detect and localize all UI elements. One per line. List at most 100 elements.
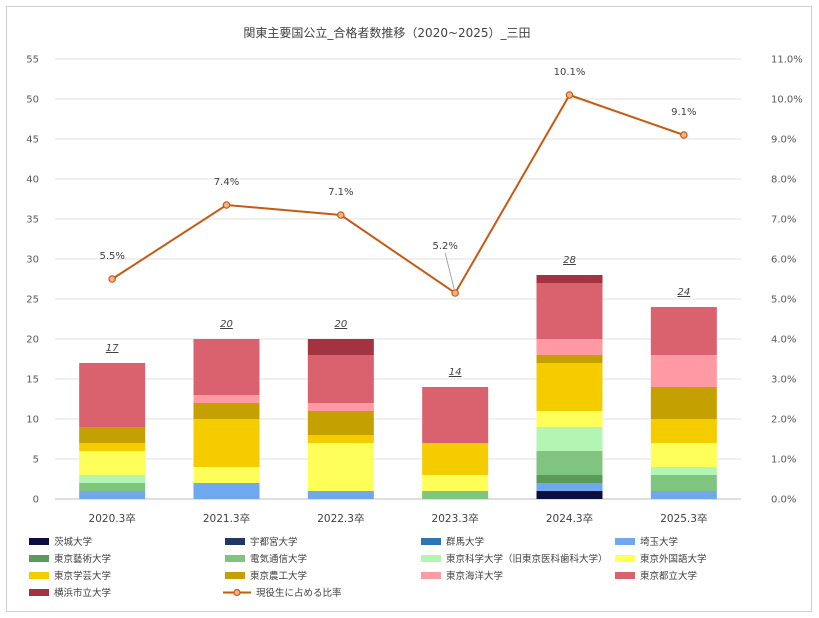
bar-segment xyxy=(307,491,374,499)
bar-segment xyxy=(536,283,603,339)
bar-segment xyxy=(536,355,603,363)
y-tick-label: 45 xyxy=(26,135,39,146)
y2-tick-label: 9.0% xyxy=(771,135,796,146)
bar-segment xyxy=(650,355,717,387)
bar-segment xyxy=(650,475,717,491)
y2-tick-label: 11.0% xyxy=(771,55,803,66)
bar-segment xyxy=(307,435,374,443)
legend-label: 茨城大学 xyxy=(54,536,92,548)
legend-swatch xyxy=(421,538,441,545)
bar-segment xyxy=(650,467,717,475)
y-tick-label: 50 xyxy=(26,95,39,106)
ratio-line: 5.5% 7.4% 7.1% 5.2% 10.1% 9.1% xyxy=(99,67,697,297)
bar-segment xyxy=(422,475,489,491)
ratio-point xyxy=(565,91,574,99)
bar-segment xyxy=(79,363,146,427)
bar-segment xyxy=(422,491,489,499)
legend-swatch xyxy=(29,555,49,562)
y2-tick-label: 6.0% xyxy=(771,255,796,266)
y2-tick-label: 4.0% xyxy=(771,335,796,346)
y-axis-right: 0.0% 1.0% 2.0% 3.0% 4.0% 5.0% 6.0% 7.0% 8.0% 9.0%… xyxy=(771,55,803,506)
bar-segment xyxy=(536,339,603,355)
ratio-data-label: 7.1% xyxy=(328,187,353,198)
bar-total-label: 24 xyxy=(677,287,690,298)
bar-segment xyxy=(650,491,717,499)
bar-segment xyxy=(79,443,146,451)
y2-tick-label: 2.0% xyxy=(771,415,796,426)
bar-segment xyxy=(307,355,374,403)
bar-segment xyxy=(307,443,374,491)
ratio-point xyxy=(680,131,688,139)
bar-segment xyxy=(536,275,603,283)
legend-label: 群馬大学 xyxy=(446,536,484,548)
legend-marker xyxy=(233,588,241,597)
bar-total-label: 20 xyxy=(220,319,233,330)
y-tick-label: 40 xyxy=(26,175,39,186)
legend-swatch xyxy=(421,572,441,579)
y-tick-label: 35 xyxy=(26,215,39,226)
x-tick-label: 2022.3卒 xyxy=(317,512,364,525)
bar-total-label: 14 xyxy=(449,367,462,378)
y2-tick-label: 3.0% xyxy=(771,375,796,386)
ratio-data-label: 9.1% xyxy=(671,107,696,118)
y-axis-left: 0 5 10 15 20 25 30 35 40 45 50 55 xyxy=(26,55,39,506)
y2-tick-label: 8.0% xyxy=(771,175,796,186)
bar-segment xyxy=(650,387,717,419)
bar-segment xyxy=(193,339,260,395)
legend-label: 埼玉大学 xyxy=(640,536,678,548)
bar-total-label: 17 xyxy=(106,343,119,354)
ratio-data-label: 5.5% xyxy=(99,251,124,262)
bar-segment xyxy=(307,339,374,355)
legend-label: 東京学芸大学 xyxy=(54,570,111,582)
legend-swatch xyxy=(615,572,635,579)
ratio-line-path xyxy=(111,93,685,295)
ratio-point xyxy=(222,201,231,209)
x-tick-label: 2020.3卒 xyxy=(89,512,136,525)
y-tick-label: 15 xyxy=(26,375,39,386)
legend-label: 東京農工大学 xyxy=(250,570,307,582)
bar-segment xyxy=(536,427,603,451)
legend-swatch xyxy=(225,572,245,579)
bar-segment xyxy=(307,411,374,435)
legend-label: 東京藝術大学 xyxy=(54,553,111,565)
y2-tick-label: 1.0% xyxy=(771,455,796,466)
legend-swatch xyxy=(615,555,635,562)
legend-label: 東京科学大学（旧東京医科歯科大学） xyxy=(446,553,608,565)
chart-title: 関東主要国公立_合格者数推移（2020~2025）_三田 xyxy=(243,25,530,40)
bar-segment xyxy=(193,395,260,403)
y2-tick-label: 10.0% xyxy=(771,95,803,106)
bar-segment xyxy=(536,491,603,499)
y2-tick-label: 5.0% xyxy=(771,295,796,306)
bar-segment xyxy=(536,475,603,483)
bar-segment xyxy=(79,427,146,443)
chart-frame: 関東主要国公立_合格者数推移（2020~2025）_三田 0 5 10 15 20 25 3… xyxy=(6,6,812,612)
bar-segment xyxy=(193,483,260,499)
x-tick-label: 2021.3卒 xyxy=(203,512,250,525)
bar-segment xyxy=(536,451,603,475)
bar-segment xyxy=(650,443,717,467)
bar-segment xyxy=(193,467,260,483)
bar-segment xyxy=(307,403,374,411)
legend-label: 宇都宮大学 xyxy=(250,536,298,548)
legend-label: 現役生に占める比率 xyxy=(256,587,342,599)
legend-label: 東京海洋大学 xyxy=(446,570,503,582)
label-leader-line xyxy=(444,252,455,290)
y-tick-label: 0 xyxy=(33,495,39,506)
y2-tick-label: 7.0% xyxy=(771,215,796,226)
bar-segment xyxy=(650,419,717,443)
legend-swatch xyxy=(421,555,441,562)
y-tick-label: 5 xyxy=(33,455,39,466)
legend-label: 東京外国語大学 xyxy=(640,553,707,565)
y-tick-label: 10 xyxy=(26,415,39,426)
x-tick-label: 2025.3卒 xyxy=(660,512,707,525)
y2-tick-label: 0.0% xyxy=(771,495,796,506)
bar-segment xyxy=(79,483,146,491)
x-tick-label: 2024.3卒 xyxy=(546,512,593,525)
ratio-point xyxy=(451,289,459,297)
ratio-point xyxy=(108,275,116,283)
bar-segment xyxy=(79,451,146,475)
legend-swatch xyxy=(29,572,49,579)
x-axis: 2020.3卒 2021.3卒 2022.3卒 2023.3卒 2024.3卒 2025.… xyxy=(89,512,708,525)
bar-segment xyxy=(193,419,260,467)
